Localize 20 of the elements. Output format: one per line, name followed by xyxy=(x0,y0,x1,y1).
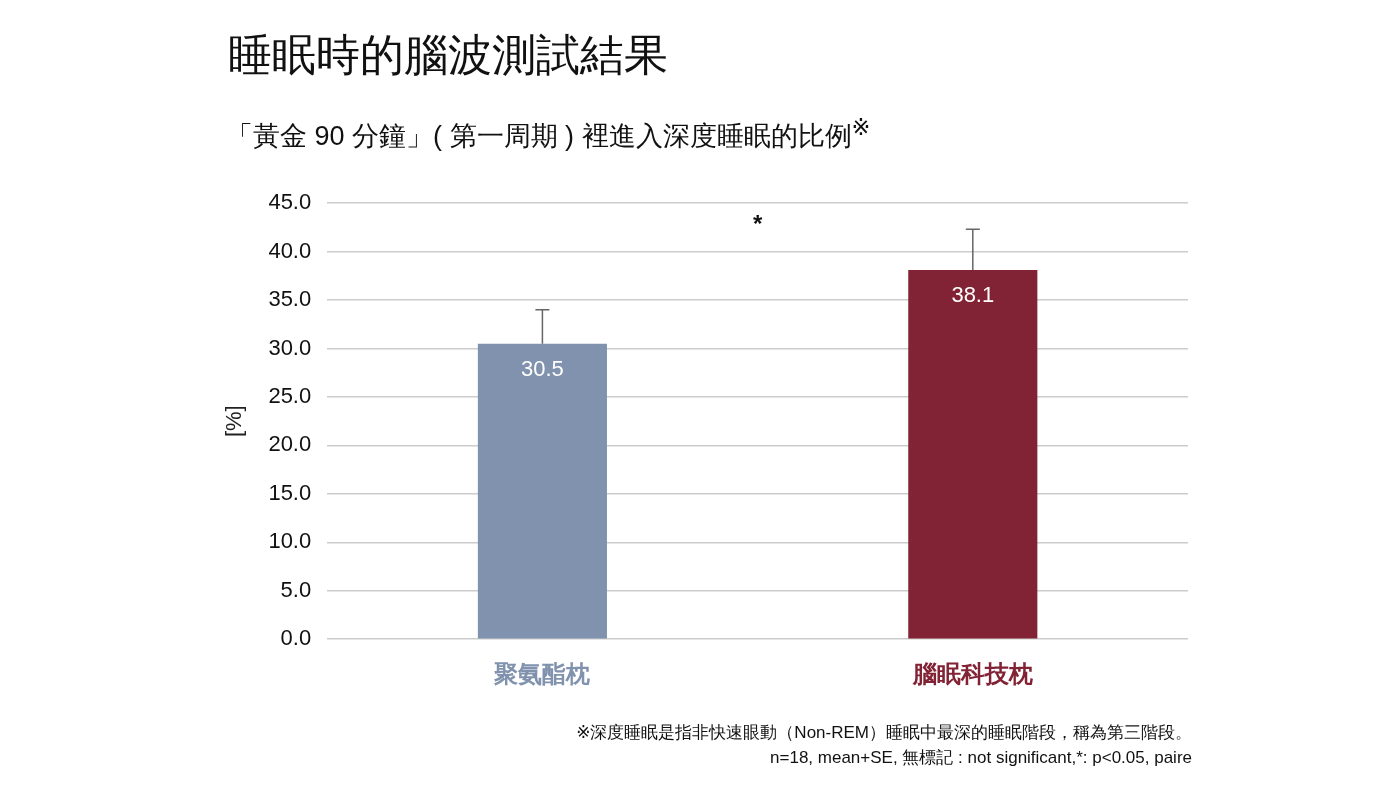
y-tick-label: 10.0 xyxy=(268,528,312,554)
chart-subtitle: 「黃金 90 分鐘」( 第一周期 ) 裡進入深度睡眠的比例$^{※}$ xyxy=(226,114,871,153)
chart-title: 睡眠時的腦波測試結果 xyxy=(228,29,668,81)
y-axis-title: [%] xyxy=(221,405,247,438)
text: ※深度睡眠是指非快速眼動（Non-REM）睡眠中最深的睡眠階段，稱為第三階段。 xyxy=(576,722,1192,744)
annotation: * xyxy=(752,209,763,237)
data-label: 38.1 xyxy=(951,282,995,308)
y-tick-label: 30.0 xyxy=(268,334,312,360)
y-tick-label: 5.0 xyxy=(280,576,312,602)
y-tick-label: 25.0 xyxy=(268,383,312,409)
y-tick-label: 20.0 xyxy=(268,431,312,457)
text: n=18, mean+SE, 無標記 : not significant,*: p<0.05, paire xyxy=(769,747,1192,769)
y-tick-label: 15.0 xyxy=(268,479,312,505)
x-tick-label: 腦眠科技枕 xyxy=(911,660,1033,688)
y-tick-label: 45.0 xyxy=(268,189,312,215)
y-tick-label: 35.0 xyxy=(268,286,312,312)
y-tick-label: 40.0 xyxy=(268,237,312,263)
y-tick-label: 0.0 xyxy=(280,625,312,651)
x-tick-label: 聚氨酯枕 xyxy=(493,660,591,688)
data-label: 30.5 xyxy=(521,355,564,381)
